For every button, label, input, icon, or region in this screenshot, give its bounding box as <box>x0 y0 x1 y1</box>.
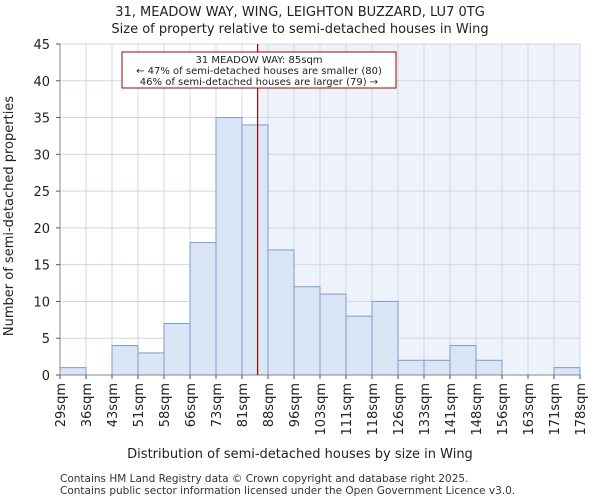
bar <box>293 286 321 376</box>
y-tick-label: 0 <box>42 369 50 384</box>
y-tick-label: 40 <box>33 75 50 90</box>
x-tick-label: 103sqm <box>314 383 329 436</box>
annotation-line: ← 47% of semi-detached houses are smalle… <box>136 66 382 77</box>
x-tick-label: 141sqm <box>444 383 459 436</box>
annotation-box <box>121 51 397 89</box>
x-tick-label: 66sqm <box>184 383 199 427</box>
x-tick-label: 163sqm <box>522 383 537 436</box>
bar <box>319 293 347 376</box>
annotation-line: 46% of semi-detached houses are larger (… <box>140 77 378 88</box>
footer-copyright: Contains HM Land Registry data © Crown c… <box>60 473 469 485</box>
y-tick-label: 45 <box>33 38 50 53</box>
bar <box>475 359 503 376</box>
y-tick-label: 30 <box>33 148 50 163</box>
x-tick-label: 81sqm <box>236 383 251 427</box>
footer-licence: Contains public sector information licen… <box>60 485 516 497</box>
x-tick-label: 178sqm <box>574 383 589 436</box>
x-tick-label: 148sqm <box>470 383 485 436</box>
y-tick-label: 25 <box>33 185 50 200</box>
bar <box>449 345 477 376</box>
x-tick-label: 111sqm <box>340 383 355 436</box>
bar <box>553 367 581 376</box>
x-tick-label: 73sqm <box>210 383 225 427</box>
x-tick-label: 51sqm <box>132 383 147 427</box>
x-tick-label: 96sqm <box>288 383 303 427</box>
y-tick-label: 5 <box>42 332 50 347</box>
bar <box>189 242 217 376</box>
bar <box>163 323 191 376</box>
x-tick-label: 43sqm <box>106 383 121 427</box>
bar <box>423 359 451 376</box>
x-tick-label: 36sqm <box>80 383 95 427</box>
bar <box>111 345 139 376</box>
x-tick-label: 156sqm <box>496 383 511 436</box>
y-tick-label: 35 <box>33 112 50 127</box>
bar <box>241 124 269 376</box>
x-tick-label: 171sqm <box>548 383 563 436</box>
x-tick-label: 29sqm <box>54 383 69 427</box>
chart-title: 31, MEADOW WAY, WING, LEIGHTON BUZZARD, … <box>115 5 485 20</box>
y-tick-label: 10 <box>33 295 50 310</box>
bar <box>267 249 295 376</box>
y-tick-label: 15 <box>33 259 50 274</box>
bar <box>371 300 399 376</box>
x-axis-label: Distribution of semi-detached houses by … <box>127 447 473 462</box>
y-axis-label: Number of semi-detached properties <box>2 96 17 336</box>
chart-subtitle: Size of property relative to semi-detach… <box>111 22 488 37</box>
bar <box>397 359 425 376</box>
bar <box>137 352 165 376</box>
y-tick-label: 20 <box>33 222 50 237</box>
x-tick-label: 133sqm <box>418 383 433 436</box>
bar <box>215 117 243 376</box>
x-tick-label: 118sqm <box>366 383 381 436</box>
plot-area: 0 5 10 15 20 25 30 35 40 45 29sqm 36sqm 43sqm 51sqm 58… <box>33 38 589 436</box>
x-tick-label: 126sqm <box>392 383 407 436</box>
bar <box>345 315 373 376</box>
x-tick-label: 88sqm <box>262 383 277 427</box>
x-tick-label: 58sqm <box>158 383 173 427</box>
bar <box>59 367 87 376</box>
annotation-line: 31 MEADOW WAY: 85sqm <box>195 55 322 66</box>
